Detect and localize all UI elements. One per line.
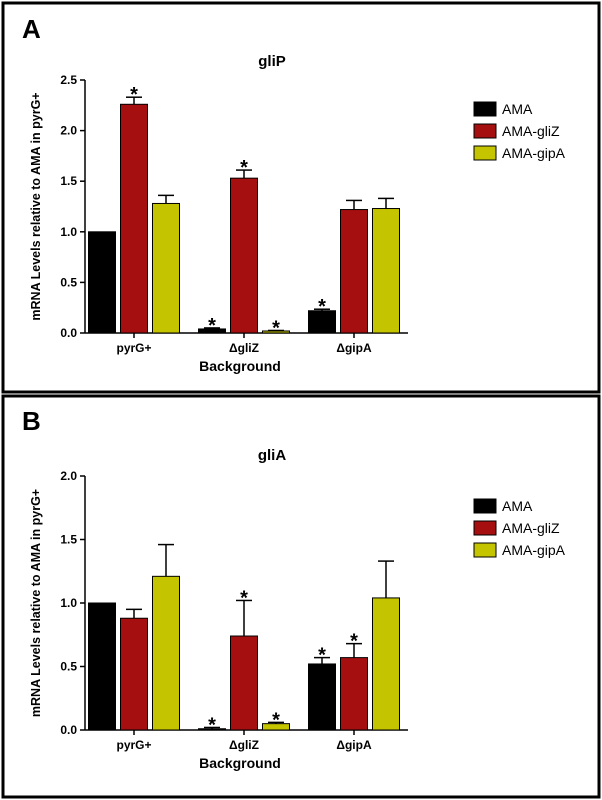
- significance-star: *: [318, 296, 326, 318]
- bar-ama-gliz-2: [340, 657, 368, 731]
- bar-ama-gliz-0: [120, 617, 148, 731]
- significance-star: *: [130, 84, 138, 106]
- significance-star: *: [240, 587, 248, 609]
- legend-label: AMA-gipA: [502, 542, 566, 558]
- panel-border: [1, 1, 601, 394]
- x-tick-label: pyrG+: [116, 738, 151, 752]
- significance-star: *: [318, 645, 326, 667]
- x-axis-label: Background: [199, 755, 281, 771]
- bar-ama-gliz-2: [340, 209, 368, 334]
- x-tick-label: ΔgipA: [336, 341, 372, 355]
- bar-ama-gliz-1: [230, 177, 258, 334]
- legend-label: AMA-gliZ: [502, 123, 560, 139]
- x-tick-label: pyrG+: [116, 341, 151, 355]
- y-tick-label: 1.0: [60, 596, 77, 610]
- panel-letter: B: [22, 406, 41, 436]
- y-tick-label: 0.5: [60, 660, 77, 674]
- y-tick-label: 1.0: [60, 225, 77, 239]
- significance-star: *: [240, 157, 248, 179]
- legend-swatch: [473, 101, 497, 117]
- legend-swatch: [473, 123, 497, 139]
- panel-border: [1, 394, 601, 799]
- significance-star: *: [208, 315, 216, 337]
- significance-star: *: [272, 709, 280, 731]
- y-tick-label: 2.0: [60, 469, 77, 483]
- chart-title: gliA: [258, 447, 286, 464]
- y-tick-label: 0.5: [60, 275, 77, 289]
- y-tick-label: 0.0: [60, 326, 77, 340]
- y-tick-label: 0.0: [60, 723, 77, 737]
- bar-ama-gipa-0: [152, 575, 180, 731]
- legend-label: AMA: [502, 498, 533, 514]
- x-axis-label: Background: [199, 358, 281, 374]
- bar-ama-gipa-2: [372, 597, 400, 731]
- bar-ama-gipa-2: [372, 208, 400, 334]
- y-axis-label: mRNA Levels relative to AMA in pyrG+: [29, 489, 43, 717]
- panel-letter: A: [22, 14, 41, 44]
- bar-ama-0: [88, 231, 116, 334]
- y-axis-label: mRNA Levels relative to AMA in pyrG+: [29, 92, 43, 320]
- y-tick-label: 2.5: [60, 73, 77, 87]
- legend-label: AMA-gliZ: [502, 520, 560, 536]
- significance-star: *: [272, 317, 280, 339]
- bar-ama-0: [88, 602, 116, 731]
- legend-swatch: [473, 542, 497, 558]
- bar-ama-2: [308, 663, 336, 731]
- legend-label: AMA: [502, 101, 533, 117]
- legend-swatch: [473, 520, 497, 536]
- bar-ama-gliz-1: [230, 635, 258, 731]
- x-tick-label: ΔgliZ: [229, 341, 259, 355]
- legend-swatch: [473, 498, 497, 514]
- significance-star: *: [208, 714, 216, 736]
- legend-label: AMA-gipA: [502, 145, 566, 161]
- bar-ama-gipa-0: [152, 202, 180, 334]
- y-tick-label: 2.0: [60, 124, 77, 138]
- y-tick-label: 1.5: [60, 533, 77, 547]
- legend-swatch: [473, 145, 497, 161]
- x-tick-label: ΔgipA: [336, 738, 372, 752]
- chart-title: gliP: [258, 53, 286, 70]
- bar-ama-gliz-0: [120, 103, 148, 334]
- significance-star: *: [350, 631, 358, 653]
- y-tick-label: 1.5: [60, 174, 77, 188]
- x-tick-label: ΔgliZ: [229, 738, 259, 752]
